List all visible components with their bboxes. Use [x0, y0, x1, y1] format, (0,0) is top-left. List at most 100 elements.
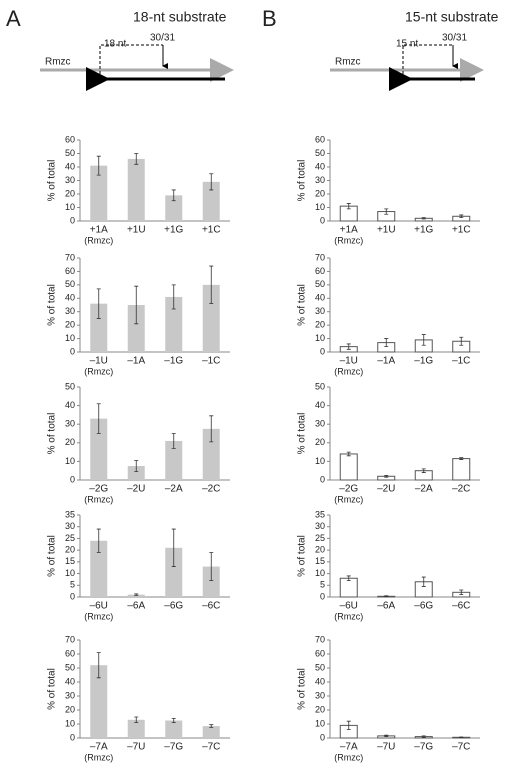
y-tick-label: 10: [65, 456, 75, 466]
y-tick-label: 0: [70, 591, 75, 601]
y-tick-label: 10: [315, 456, 325, 466]
error-bar: [346, 203, 351, 210]
error-bar: [346, 343, 351, 350]
y-tick-label: 20: [65, 320, 75, 330]
error-bar: [421, 468, 426, 473]
bar: [202, 566, 220, 597]
y-tick-label: 0: [70, 215, 75, 225]
error-bar: [346, 575, 351, 581]
bar: [452, 458, 471, 481]
bar: [202, 181, 220, 221]
x-tick-label: –7U: [127, 742, 145, 753]
y-axis-label: % of total: [297, 284, 308, 326]
x-tick-label: –7C: [452, 742, 470, 753]
y-tick-label: 0: [320, 474, 325, 484]
y-axis-label: % of total: [297, 160, 308, 202]
bar: [202, 284, 220, 352]
site-label: 30/31: [150, 33, 175, 44]
x-tick-label: –6U: [340, 601, 358, 612]
y-tick-label: 10: [65, 718, 75, 728]
error-bar: [171, 528, 176, 567]
y-tick-label: 30: [65, 690, 75, 700]
error-bar: [384, 595, 389, 598]
error-bar: [384, 734, 389, 737]
bar: [339, 577, 358, 598]
x-tick-label: –1C: [452, 356, 470, 367]
error-bar: [459, 736, 464, 738]
y-axis-label: % of total: [47, 535, 58, 577]
y-tick-label: 40: [315, 676, 325, 686]
error-bar: [171, 433, 176, 449]
category-note: (Rmzc): [84, 752, 113, 762]
y-tick-label: 5: [320, 580, 325, 590]
x-tick-label: –2C: [202, 484, 220, 495]
error-bar: [421, 334, 426, 346]
y-tick-label: 25: [65, 533, 75, 543]
y-tick-label: 10: [65, 333, 75, 343]
bar: [165, 296, 183, 352]
y-tick-label: 30: [65, 306, 75, 316]
x-tick-label: –1A: [127, 356, 145, 367]
error-bar: [171, 284, 176, 310]
y-tick-label: 10: [315, 718, 325, 728]
bar: [127, 594, 145, 597]
x-tick-label: –1U: [90, 356, 108, 367]
error-bar: [384, 474, 389, 478]
error-bar: [421, 217, 426, 220]
y-tick-label: 60: [65, 266, 75, 276]
bar: [127, 158, 145, 221]
y-tick-label: 10: [315, 333, 325, 343]
x-tick-label: –2U: [127, 484, 145, 495]
y-tick-label: 10: [65, 202, 75, 212]
error-bar: [96, 288, 101, 319]
y-tick-label: 50: [315, 148, 325, 158]
x-tick-label: –7A: [90, 742, 108, 753]
y-axis-label: % of total: [297, 668, 308, 710]
y-tick-label: 40: [315, 161, 325, 171]
category-note: (Rmzc): [84, 494, 113, 504]
panel-label: A: [6, 6, 21, 31]
bar: [127, 466, 145, 480]
x-tick-label: –2A: [415, 484, 433, 495]
error-bar: [209, 265, 214, 305]
y-tick-label: 50: [65, 662, 75, 672]
y-tick-label: 20: [65, 437, 75, 447]
y-tick-label: 30: [65, 175, 75, 185]
x-tick-label: –2G: [89, 484, 108, 495]
error-bar: [96, 528, 101, 553]
category-note: (Rmzc): [334, 366, 363, 376]
x-tick-label: –6G: [164, 601, 183, 612]
y-tick-label: 30: [315, 175, 325, 185]
category-note: (Rmzc): [334, 235, 363, 245]
bar: [127, 719, 145, 738]
y-tick-label: 60: [65, 648, 75, 658]
bar: [90, 165, 108, 221]
error-bar: [209, 173, 214, 191]
y-tick-label: 0: [320, 215, 325, 225]
y-tick-label: 35: [65, 509, 75, 519]
bar: [165, 195, 183, 221]
y-axis-label: % of total: [297, 535, 308, 577]
category-note: (Rmzc): [334, 494, 363, 504]
error-bar: [171, 189, 176, 202]
x-tick-label: –6C: [202, 601, 220, 612]
y-tick-label: 50: [65, 381, 75, 391]
category-note: (Rmzc): [84, 235, 113, 245]
x-tick-label: –7G: [164, 742, 183, 753]
y-tick-label: 0: [70, 732, 75, 742]
bar: [339, 453, 358, 481]
error-bar: [384, 208, 389, 215]
x-tick-label: –2A: [165, 484, 183, 495]
y-tick-label: 20: [315, 704, 325, 714]
y-tick-label: 10: [315, 202, 325, 212]
error-bar: [171, 718, 176, 723]
x-tick-label: –1G: [414, 356, 433, 367]
y-tick-label: 40: [315, 293, 325, 303]
bar: [202, 428, 220, 480]
bar: [90, 418, 108, 480]
error-bar: [134, 593, 139, 596]
x-tick-label: –1A: [377, 356, 395, 367]
x-tick-label: –6A: [377, 601, 395, 612]
error-bar: [459, 214, 464, 219]
